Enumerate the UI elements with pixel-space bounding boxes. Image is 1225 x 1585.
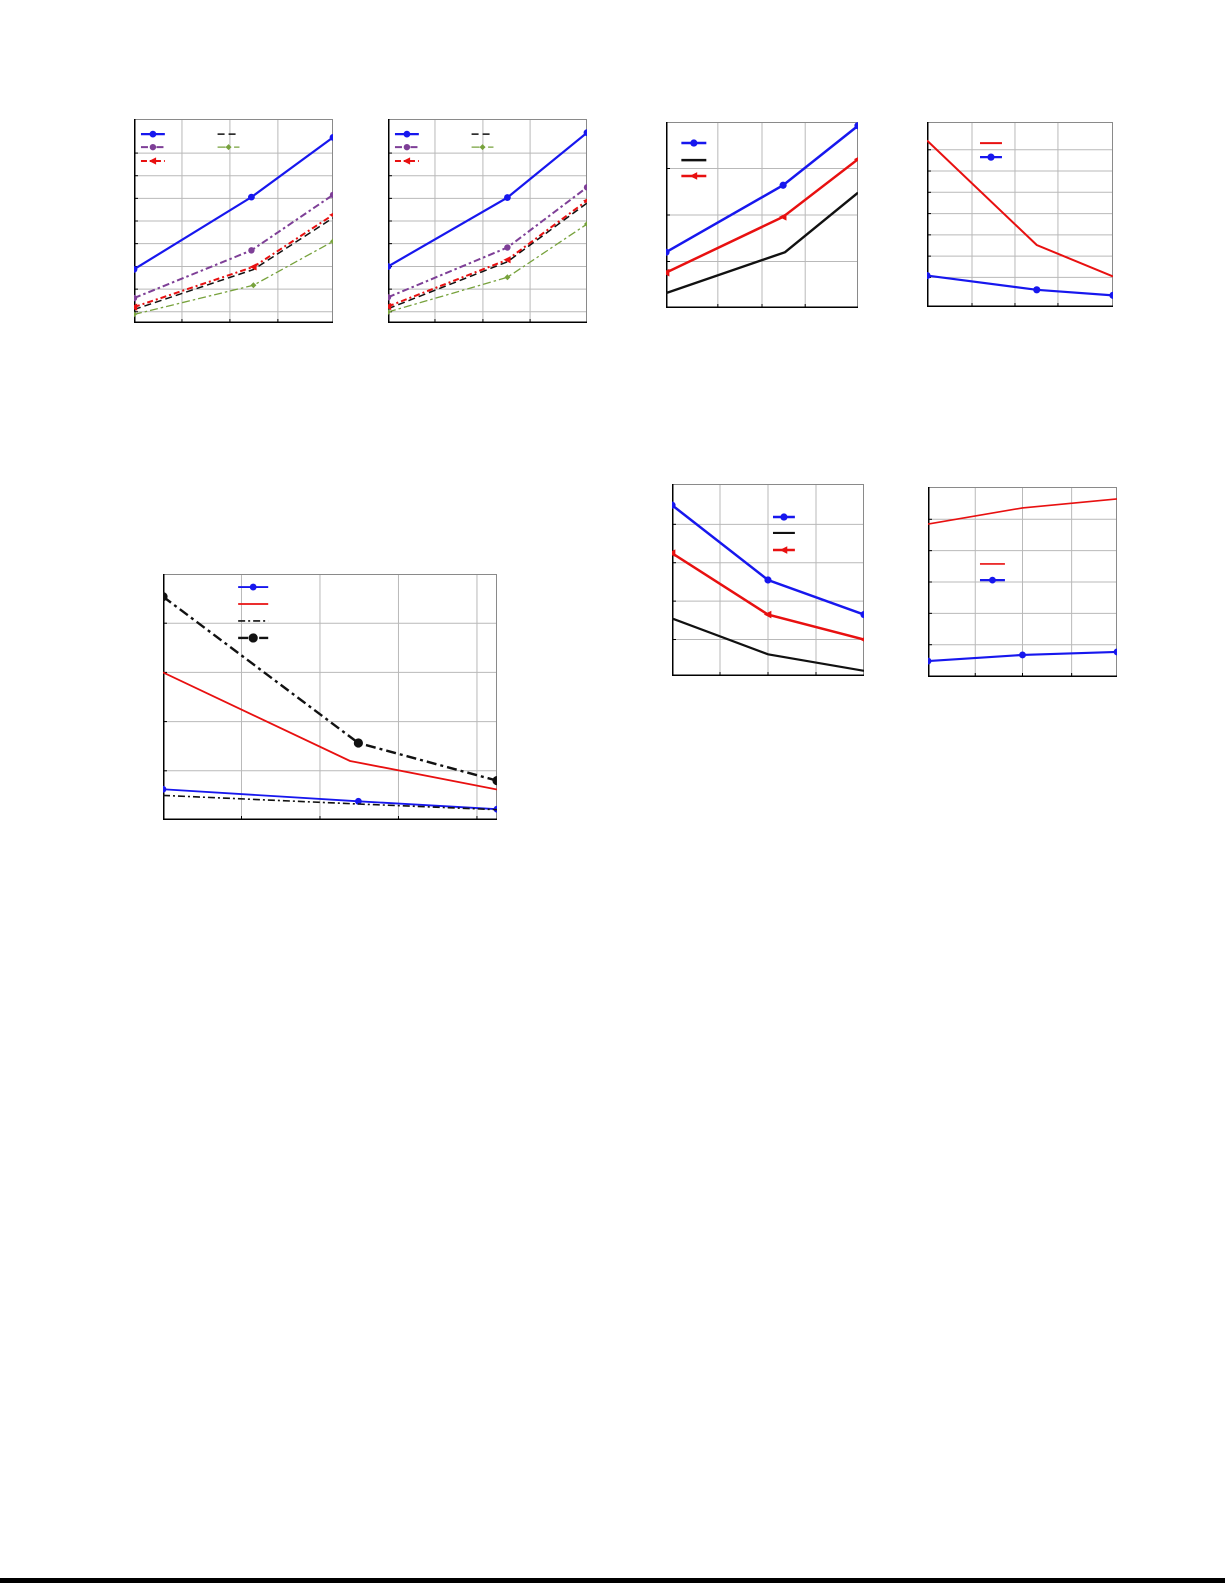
marker-circle-black-dashdot-big-circles [163, 592, 168, 602]
marker-tri-left-red-dashdot-triangles [249, 263, 257, 271]
marker-tri-left-red-solid-triangles [763, 610, 772, 619]
series-line-green-dashdot-diamonds [388, 223, 587, 313]
marker-circle-blue-solid-circles [672, 501, 676, 509]
series-line-red-dashdot-triangles [388, 199, 587, 308]
marker-circle-blue-solid-circles [354, 797, 362, 805]
marker-circle-purple-dashdot-circles [134, 294, 138, 302]
panel-a-top-left [134, 119, 333, 323]
marker-circle-blue-solid-circles [764, 576, 772, 584]
marker-tri-left-red-solid-triangles [778, 213, 787, 221]
series-line-blue-solid-circles [163, 788, 497, 811]
marker-circle-purple-dashdot-circles [388, 294, 392, 301]
legend-marker-blue-solid-circles [690, 139, 698, 147]
marker-tri-left-red-dashdot-triangles [388, 302, 392, 311]
marker-diamond-green-dashdot-diamonds [584, 221, 587, 228]
series-line-blue-solid-circles [927, 274, 1113, 297]
marker-circle-blue-solid-circles [388, 263, 392, 270]
legend-marker-red-dashdot-triangles [402, 157, 411, 165]
marker-circle-blue-solid-circles [928, 657, 932, 665]
legend-marker-blue-solid-circles [987, 153, 995, 161]
panel-b-top-second [388, 119, 587, 323]
legend-marker-blue-solid-circles [249, 583, 257, 591]
panel-e-middle-left-large [163, 574, 497, 820]
marker-circle-blue-solid-circles [163, 785, 167, 793]
marker-circle-black-dashdot-big-circles [353, 738, 363, 748]
marker-circle-blue-solid-circles [504, 194, 511, 201]
marker-circle-blue-solid-circles [329, 133, 333, 141]
marker-circle-blue-solid-circles [927, 271, 931, 280]
series-line-red-dashdot-triangles [134, 214, 333, 309]
series-line-red-solid [928, 498, 1117, 525]
legend-marker-purple-dashdot-circles [403, 143, 411, 151]
series-line-red-solid [927, 139, 1113, 278]
marker-circle-purple-dashdot-circles [248, 247, 255, 254]
marker-circle-blue-solid-circles [583, 129, 587, 137]
marker-diamond-green-dashdot-diamonds [250, 282, 257, 289]
legend-marker-purple-dashdot-circles [149, 143, 157, 151]
legend-marker-blue-solid-circles [403, 130, 411, 138]
panel-g-middle-right [928, 487, 1117, 677]
legend-marker-blue-solid-circles [149, 130, 157, 138]
marker-circle-blue-solid-circles [1033, 286, 1041, 294]
marker-circle-purple-dashdot-circles [504, 244, 511, 251]
marker-tri-left-red-dashdot-triangles [503, 256, 511, 264]
marker-circle-blue-solid-circles [1109, 291, 1113, 299]
marker-circle-purple-dashdot-circles [583, 184, 587, 191]
marker-circle-purple-dashdot-circles [329, 191, 333, 199]
panel-c-top-third [666, 122, 858, 308]
legend-marker-blue-solid-circles [989, 576, 996, 584]
legend-marker-red-dashdot-triangles [148, 157, 157, 165]
series-line-black-dashdot-thin [163, 794, 497, 811]
panel-d-top-right [927, 122, 1113, 307]
series-line-black-solid [666, 191, 858, 295]
series-line-purple-dashdot-circles [134, 194, 333, 300]
marker-circle-blue-solid-circles [860, 610, 864, 619]
marker-circle-blue-solid-circles [854, 122, 858, 130]
series-line-purple-dashdot-circles [388, 186, 587, 299]
legend-marker-red-solid-triangles [779, 546, 788, 554]
marker-tri-left-red-dashdot-triangles [583, 198, 587, 203]
marker-diamond-green-dashdot-diamonds [388, 308, 391, 315]
marker-circle-blue-solid-circles [666, 248, 670, 256]
marker-circle-blue-solid-circles [1019, 651, 1026, 659]
marker-circle-blue-solid-circles [248, 193, 255, 201]
marker-diamond-green-dashdot-diamonds [134, 311, 137, 318]
page-bottom-rule [0, 1578, 1225, 1583]
marker-tri-left-red-dashdot-triangles [134, 303, 138, 311]
series-line-blue-solid-circles [134, 136, 333, 271]
marker-circle-blue-solid-circles [1113, 648, 1117, 656]
marker-circle-blue-solid-circles [134, 265, 138, 273]
legend-marker-blue-solid-circles [780, 513, 788, 521]
marker-tri-left-red-solid-triangles [666, 268, 670, 277]
series-line-black-solid [672, 617, 864, 672]
panel-f-middle-third [672, 484, 864, 676]
series-line-green-dashdot-diamonds [134, 240, 333, 316]
marker-tri-left-red-solid-triangles [672, 549, 676, 557]
marker-tri-left-red-solid-triangles [853, 157, 858, 162]
series-line-black-dashdot-big-circles [163, 595, 497, 782]
legend-marker-red-solid-triangles [689, 172, 698, 180]
marker-circle-blue-solid-circles [779, 181, 787, 189]
series-line-black-dashed [134, 217, 333, 311]
marker-diamond-green-dashdot-diamonds [504, 274, 511, 281]
series-line-red-solid [163, 671, 497, 791]
marker-tri-left-red-solid-triangles [859, 637, 864, 642]
legend-marker-green-dashdot-diamonds [479, 144, 486, 151]
legend-marker-green-dashdot-diamonds [225, 144, 232, 151]
marker-diamond-green-dashdot-diamonds [330, 238, 333, 245]
marker-circle-black-dashdot-big-circles [492, 776, 497, 786]
legend-marker-black-dashdot-big-circles [248, 633, 258, 643]
marker-tri-left-red-dashdot-triangles [329, 212, 333, 217]
series-line-black-dashed [388, 202, 587, 310]
